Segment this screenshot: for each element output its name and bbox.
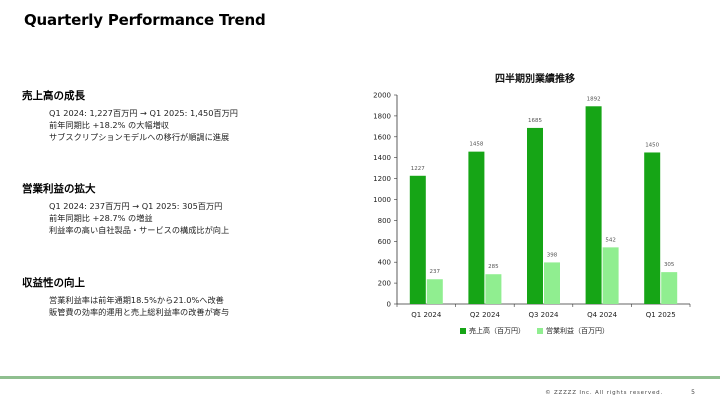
- section-line: Q1 2024: 1,227百万円 → Q1 2025: 1,450百万円: [49, 108, 238, 118]
- bar-operating-profit: [602, 247, 619, 304]
- legend-swatch: [537, 328, 543, 334]
- y-tick-label: 1600: [373, 133, 391, 141]
- bar-revenue: [585, 106, 602, 304]
- data-label: 398: [547, 252, 558, 258]
- section-line: サブスクリプションモデルへの移行が順調に進展: [49, 131, 230, 142]
- section-line: 販管費の効率的運用と売上総利益率の改善が寄与: [49, 306, 230, 317]
- section-line: Q1 2024: 237百万円 → Q1 2025: 305百万円: [49, 201, 223, 211]
- section-line: 営業利益率は前年通期18.5%から21.0%へ改善: [49, 295, 224, 305]
- bar-revenue: [527, 127, 543, 304]
- bar-revenue: [644, 152, 661, 304]
- bar-operating-profit: [426, 279, 443, 304]
- data-label: 1227: [411, 166, 425, 172]
- legend-label: 売上高（百万円）: [469, 327, 525, 335]
- chart-legend: 売上高（百万円） 営業利益（百万円）: [460, 326, 609, 336]
- x-tick-label: Q1 2024: [411, 311, 442, 319]
- data-label: 237: [430, 269, 441, 275]
- data-label: 542: [605, 237, 616, 243]
- section-profitability: 収益性の向上 営業利益率は前年通期18.5%から21.0%へ改善 販管費の効率的…: [22, 275, 352, 319]
- y-tick-label: 1000: [373, 196, 391, 204]
- section-line: 前年同期比 +18.2% の大幅増収: [49, 119, 169, 130]
- y-tick-label: 1800: [373, 112, 391, 120]
- section-heading: 売上高の成長: [22, 90, 85, 102]
- bar-chart: 0 200 400 600 800 1000 1200 1400 1600 1800 2000 Q1 …: [373, 92, 691, 319]
- slide-title: Quarterly Performance Trend: [24, 11, 266, 29]
- section-revenue-growth: 売上高の成長 Q1 2024: 1,227百万円 → Q1 2025: 1,45…: [22, 88, 352, 143]
- bar-operating-profit: [661, 272, 678, 304]
- x-tick-label: Q4 2024: [587, 311, 618, 319]
- bar-revenue: [409, 175, 426, 304]
- y-tick-label: 400: [378, 259, 391, 267]
- y-tick-label: 600: [378, 238, 391, 246]
- y-tick-label: 1400: [373, 154, 391, 162]
- legend-item-operating-profit: 営業利益（百万円）: [537, 326, 609, 336]
- section-heading: 収益性の向上: [22, 277, 85, 289]
- footer-bar: [0, 376, 720, 379]
- chart-title: 四半期別業績推移: [495, 74, 575, 85]
- data-label: 1892: [587, 96, 601, 102]
- data-label: 285: [488, 264, 499, 270]
- page-number: 5: [691, 389, 695, 396]
- data-label: 1450: [645, 142, 659, 148]
- x-tick-label: Q3 2024: [528, 311, 559, 319]
- x-tick-label: Q1 2025: [646, 311, 676, 319]
- bar-revenue: [468, 151, 485, 304]
- y-tick-label: 800: [378, 217, 391, 225]
- x-tick-label: Q2 2024: [470, 311, 501, 319]
- section-operating-profit: 営業利益の拡大 Q1 2024: 237百万円 → Q1 2025: 305百万…: [22, 181, 352, 236]
- data-label: 305: [664, 262, 675, 268]
- legend-label: 営業利益（百万円）: [546, 327, 609, 335]
- y-tick-label: 2000: [373, 92, 391, 100]
- legend-swatch: [460, 328, 466, 334]
- y-tick-label: 1200: [373, 175, 391, 183]
- section-heading: 営業利益の拡大: [22, 183, 96, 195]
- data-label: 1685: [528, 118, 542, 124]
- copyright: © ZZZZZ Inc. All rights reserved.: [545, 390, 663, 396]
- data-label: 1458: [469, 142, 483, 148]
- y-tick-label: 0: [387, 301, 391, 309]
- y-tick-label: 200: [378, 280, 391, 288]
- bar-operating-profit: [485, 274, 502, 304]
- legend-item-revenue: 売上高（百万円）: [460, 326, 525, 336]
- bar-operating-profit: [544, 262, 560, 304]
- section-line: 前年同期比 +28.7% の増益: [49, 212, 153, 223]
- section-line: 利益率の高い自社製品・サービスの構成比が向上: [49, 224, 230, 235]
